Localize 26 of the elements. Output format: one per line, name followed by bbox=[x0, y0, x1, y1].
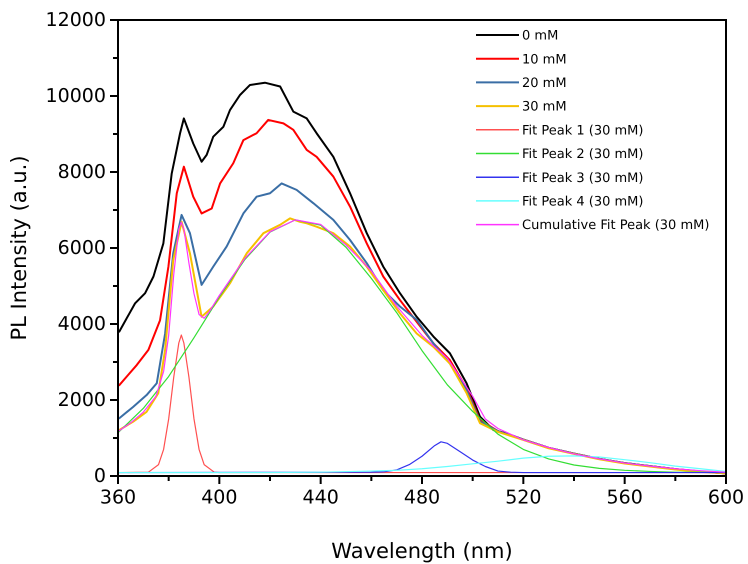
legend-label: Fit Peak 3 (30 mM) bbox=[522, 170, 644, 186]
y-tick-label: 4000 bbox=[58, 313, 106, 336]
y-tick-label: 12000 bbox=[46, 9, 106, 32]
legend-label: 20 mM bbox=[522, 76, 567, 91]
x-tick-label: 400 bbox=[201, 486, 238, 508]
y-tick-label: 2000 bbox=[58, 389, 106, 412]
legend-label: 10 mM bbox=[522, 52, 567, 68]
legend-label: 0 mM bbox=[522, 28, 558, 44]
x-axis-title: Wavelength (nm) bbox=[331, 539, 513, 563]
legend-label: Cumulative Fit Peak (30 mM) bbox=[522, 218, 710, 234]
y-axis-title: PL Intensity (a.u.) bbox=[7, 155, 31, 341]
legend-label: Fit Peak 4 (30 mM) bbox=[522, 194, 644, 210]
legend-label: Fit Peak 2 (30 mM) bbox=[522, 147, 644, 162]
x-tick-label: 520 bbox=[505, 486, 542, 508]
x-tick-label: 440 bbox=[302, 486, 339, 508]
y-tick-label: 8000 bbox=[58, 161, 106, 184]
y-tick-label: 6000 bbox=[58, 237, 106, 260]
x-tick-label: 560 bbox=[606, 486, 643, 508]
legend-label: 30 mM bbox=[522, 100, 567, 115]
x-tick-label: 600 bbox=[708, 486, 744, 508]
x-tick-label: 360 bbox=[100, 486, 136, 508]
legend-label: Fit Peak 1 (30 mM) bbox=[522, 123, 644, 138]
x-tick-label: 480 bbox=[404, 486, 440, 508]
line-series bbox=[117, 455, 727, 474]
y-tick-label: 0 bbox=[94, 465, 106, 488]
y-tick-label: 10000 bbox=[46, 85, 106, 108]
